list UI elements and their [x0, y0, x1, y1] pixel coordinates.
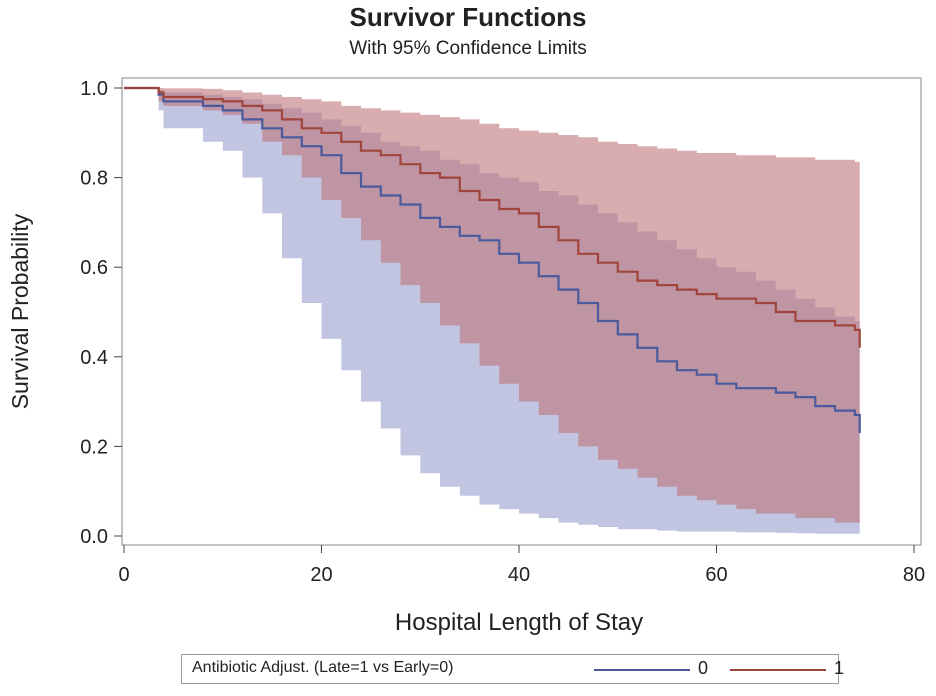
y-axis-label: Survival Probability [7, 213, 33, 409]
chart-title: Survivor Functions [349, 2, 587, 32]
survival-line-series-1 [124, 86, 861, 348]
x-tick-label: 20 [310, 564, 332, 586]
x-tick-label: 40 [508, 564, 530, 586]
y-tick-label: 0.6 [80, 257, 108, 279]
chart-subtitle: With 95% Confidence Limits [349, 38, 587, 59]
x-axis-label: Hospital Length of Stay [395, 609, 643, 636]
y-tick-label: 0.4 [80, 347, 108, 369]
survival-curves [124, 86, 861, 433]
y-tick-label: 0.8 [80, 168, 108, 190]
confidence-band-series-1 [124, 88, 860, 525]
x-tick-label: 80 [903, 564, 925, 586]
x-tick-label: 0 [118, 564, 129, 586]
legend-label-series-1: 1 [834, 658, 845, 678]
x-axis: 0 20 40 60 80 [118, 545, 925, 586]
x-tick-label: 60 [705, 564, 727, 586]
legend-title: Antibiotic Adjust. (Late=1 vs Early=0) [192, 659, 454, 676]
confidence-bands [124, 88, 860, 534]
y-axis: 0.0 0.2 0.4 0.6 0.8 1.0 [80, 78, 122, 548]
legend-label-series-0: 0 [698, 658, 709, 678]
plot-frame [121, 77, 922, 546]
y-tick-label: 0.0 [80, 526, 108, 548]
y-tick-label: 0.2 [80, 436, 108, 458]
legend-line-series-0 [594, 669, 690, 671]
survival-line-series-0 [124, 86, 861, 433]
legend-line-series-1 [730, 669, 826, 671]
legend: Antibiotic Adjust. (Late=1 vs Early=0) 0… [181, 654, 844, 684]
plot-svg: 0 20 40 60 80 0.0 0.2 0.4 0.6 0.8 1.0 Hospital Le… [7, 77, 925, 636]
y-tick-label: 1.0 [80, 78, 108, 100]
